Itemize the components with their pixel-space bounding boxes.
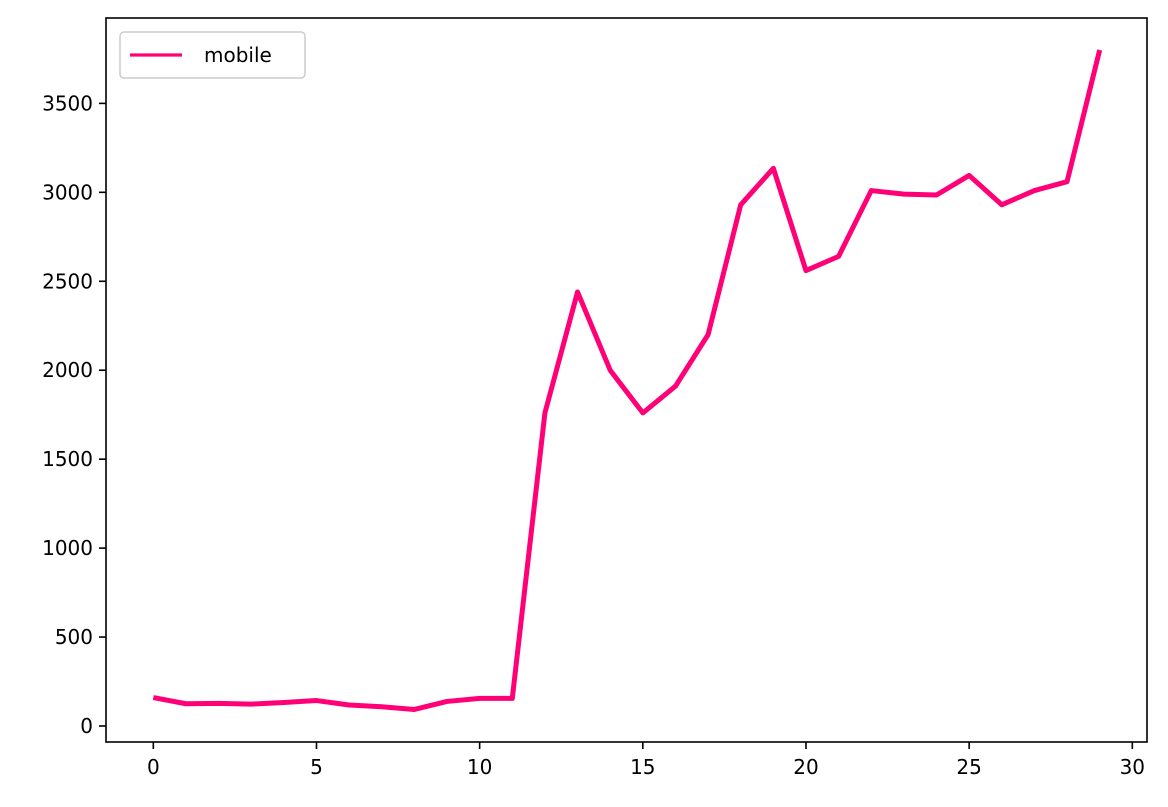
y-tick-label: 2500 — [42, 269, 93, 293]
x-tick-label: 30 — [1120, 755, 1145, 779]
x-tick-label: 15 — [630, 755, 655, 779]
plot-area: 0 5 10 15 20 25 30 0 500 1000 1500 2000 2500 3000 3500… — [42, 17, 1148, 779]
x-tick-label: 25 — [956, 755, 981, 779]
legend-box — [119, 31, 306, 79]
legend-label-mobile: mobile — [204, 43, 272, 67]
x-tick-label: 5 — [310, 755, 323, 779]
axes-frame — [105, 17, 1148, 743]
y-tick-label: 2000 — [42, 358, 93, 382]
x-tick-label: 20 — [793, 755, 818, 779]
y-tick-label: 500 — [55, 625, 93, 649]
y-tick-label: 1000 — [42, 536, 93, 560]
x-tick-label: 0 — [147, 755, 160, 779]
series-line-mobile — [152, 49, 1103, 712]
x-tick-label: 10 — [467, 755, 492, 779]
y-tick-label: 0 — [80, 714, 93, 738]
y-tick-label: 1500 — [42, 447, 93, 471]
y-tick-label: 3500 — [42, 91, 93, 115]
y-tick-label: 3000 — [42, 180, 93, 204]
